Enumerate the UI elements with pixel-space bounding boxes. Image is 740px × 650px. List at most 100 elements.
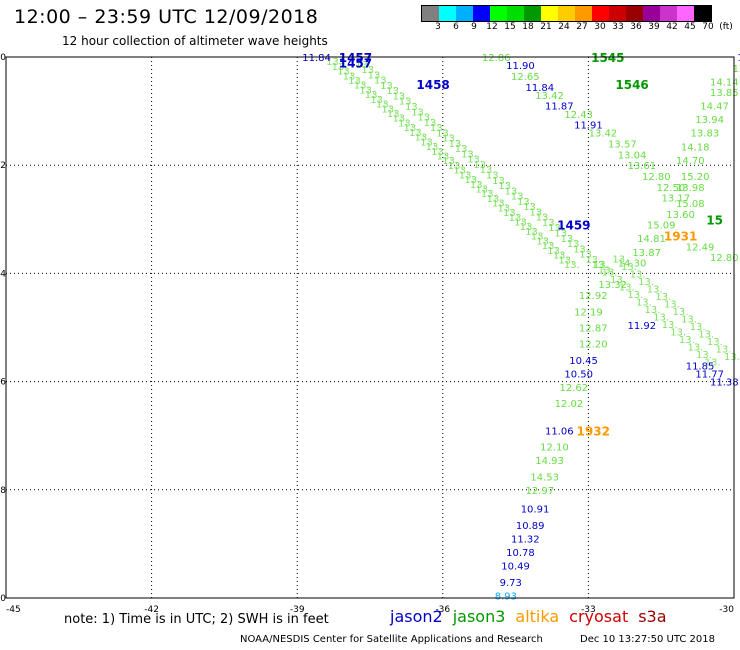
track-mark: 13. (619, 282, 639, 293)
colorbar-swatch (592, 6, 609, 21)
track-mark: 13. (592, 260, 612, 271)
swh-value: 12.49 (686, 242, 715, 253)
track-mark: 13. (610, 275, 630, 286)
colorbar-label: 21 (540, 22, 552, 32)
colorbar-label: 9 (471, 22, 477, 32)
track-mark: 13. (486, 171, 506, 182)
colorbar-swatch (507, 6, 524, 21)
swh-value: 14.70 (676, 156, 705, 167)
track-mark: 13. (409, 128, 429, 139)
track-mark: 13. (348, 76, 368, 87)
colorbar-swatch (609, 6, 626, 21)
track-mark: 13. (365, 90, 385, 101)
colorbar-label: 70 (702, 22, 714, 32)
swh-value: 12.43 (564, 110, 593, 121)
track-mark: 13. (467, 155, 487, 166)
legend-item-jason3: jason3 (452, 607, 506, 626)
track-mark: 13. (664, 300, 684, 311)
colorbar-swatch (694, 6, 711, 21)
track-mark: 13. (453, 166, 473, 177)
track-mark: 13. (417, 113, 437, 124)
swh-value: 11.90 (506, 61, 535, 72)
swh-value: 14.47 (700, 102, 729, 113)
swh-value: 12.10 (540, 443, 569, 454)
swh-value: 13.42 (535, 91, 564, 102)
swh-value: 12.8 (733, 64, 740, 75)
legend-item-jason2: jason2 (390, 607, 443, 626)
latitude-labels: -40 -42 -44 -46 -48 -50 (0, 53, 6, 604)
track-mark: 13. (593, 260, 613, 271)
time-label: 1546 (615, 78, 648, 92)
colorbar-label: 36 (630, 22, 642, 32)
colorbar-label: 27 (576, 22, 588, 32)
swh-value: 10.45 (569, 356, 598, 367)
swh-value: 13.87 (632, 248, 661, 259)
swh-value: 12.02 (555, 399, 584, 410)
track-mark: 13. (636, 297, 656, 308)
swh-value: 11.91 (574, 121, 603, 132)
track-mark: 13. (492, 176, 512, 187)
track-mark: 13. (387, 109, 407, 120)
colorbar-swatch (575, 6, 592, 21)
swh-value: 11.92 (627, 321, 656, 332)
track-mark: 13. (505, 186, 525, 197)
track-mark: 13. (354, 81, 374, 92)
colorbar-label: (ft) (719, 22, 733, 32)
track-mark: 13. (547, 246, 567, 257)
track-mark: 13. (393, 91, 413, 102)
colorbar-swatch (677, 6, 694, 21)
colorbar-swatch (439, 6, 456, 21)
track-mark: 13. (448, 161, 468, 172)
track-mark: 13. (520, 222, 540, 233)
graticule-grid (6, 57, 734, 598)
colorbar-swatch (626, 6, 643, 21)
track-mark: 13. (326, 57, 346, 68)
track-mark: 13. (542, 218, 562, 229)
swh-value: 9.73 (500, 578, 522, 589)
track-mark: 13. (503, 208, 523, 219)
colorbar-label: 33 (612, 22, 624, 32)
swh-value: 10.49 (501, 562, 530, 573)
swh-value: 15.08 (676, 199, 705, 210)
track-mark: 13. (567, 239, 587, 250)
track-mark: 13. (481, 189, 501, 200)
swh-value: 14.81 (637, 234, 666, 245)
time-label: 1545 (591, 51, 624, 65)
track-mark: 13. (690, 322, 710, 333)
track-mark: 13. (399, 97, 419, 108)
track-mark: 13. (531, 232, 551, 243)
track-mark: 13. (442, 156, 462, 167)
track-mark: 13. (398, 118, 418, 129)
swh-value: 15.20 (681, 172, 710, 183)
track-mark: 13. (698, 329, 718, 340)
track-mark: 13. (564, 260, 584, 271)
colorbar-label: 6 (453, 22, 459, 32)
swh-value: 10.50 (564, 369, 593, 380)
track-mark: 13. (514, 218, 534, 229)
track-mark: 13. (337, 67, 357, 78)
track-mark: 13. (459, 170, 479, 181)
track-mark: 13. (464, 175, 484, 186)
track-mark: 13. (430, 123, 450, 134)
swh-value: 13.61 (627, 161, 656, 172)
lon-label: -36 (435, 605, 450, 615)
time-label: 1459 (557, 219, 590, 233)
track-mark: 13. (715, 344, 735, 355)
track-mark: 13. (359, 85, 379, 96)
swh-value: 14.93 (535, 456, 564, 467)
track-mark: 13. (670, 327, 690, 338)
colorbar-label: 12 (486, 22, 498, 32)
track-mark: 13. (645, 305, 665, 316)
colorbar-swatch (643, 6, 660, 21)
track-mark: 13. (355, 60, 375, 71)
track-mark: 13. (509, 213, 529, 224)
swh-value: 10.89 (516, 521, 545, 532)
swh-value: 14.53 (530, 472, 559, 483)
legend-item-altika: altika (515, 607, 560, 626)
colorbar-swatch (524, 6, 541, 21)
track-mark: 13. (647, 285, 667, 296)
track-mark: 13. (374, 76, 394, 87)
swh-value: 14.18 (681, 142, 710, 153)
swh-points: 11.84 12.8611.9012.6511.8413.4211.8712.43… (302, 53, 740, 602)
